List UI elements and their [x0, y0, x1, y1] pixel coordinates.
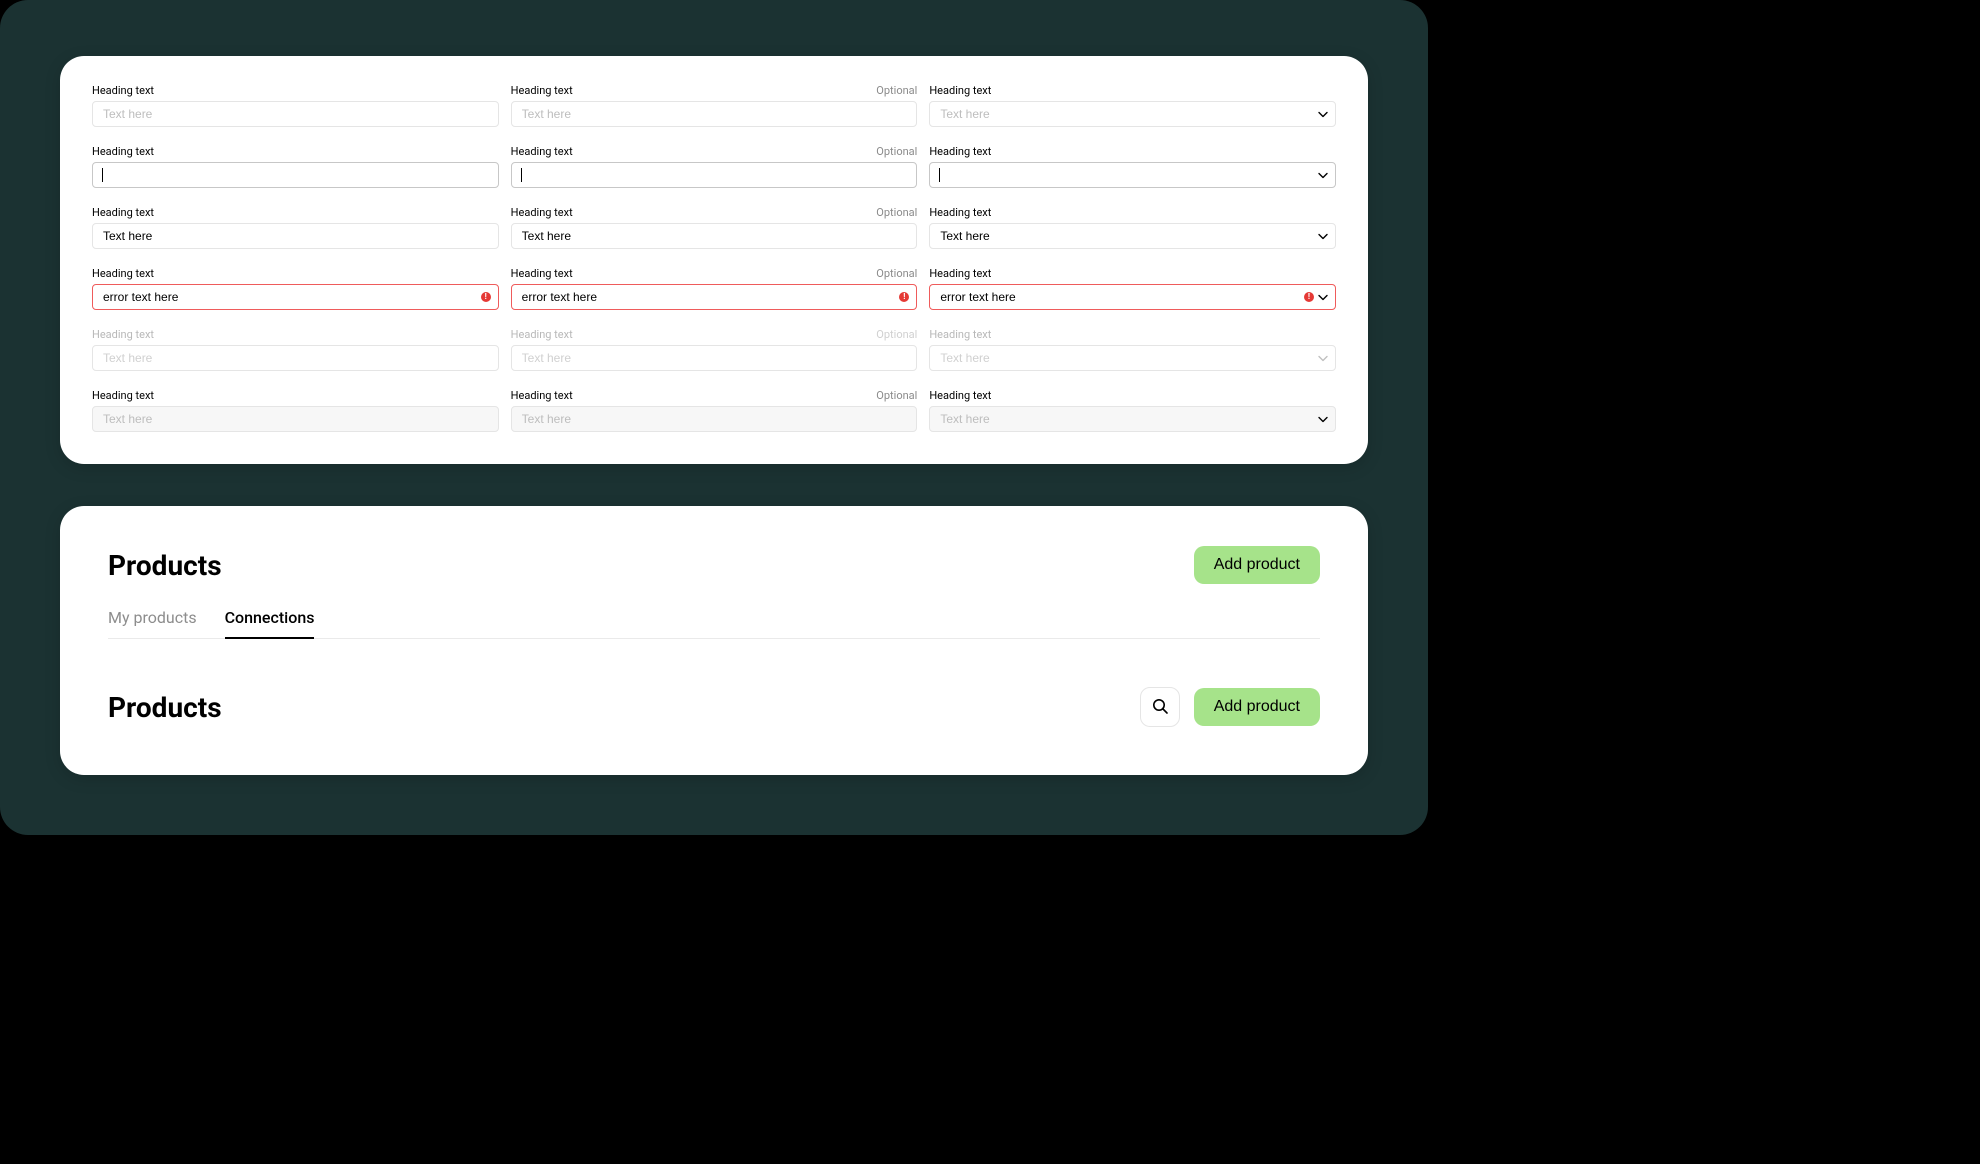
select-input[interactable] [929, 406, 1336, 432]
field-error-select: Heading text [929, 267, 1336, 310]
text-input [511, 345, 918, 371]
form-states-card: Heading text Heading text Optional Headi… [60, 56, 1368, 464]
field-disabled-select: Heading text [929, 328, 1336, 371]
field-focused-optional: Heading text Optional [511, 145, 918, 188]
products-card: Products Add product My products Connect… [60, 506, 1368, 775]
page-title: Products [108, 549, 222, 582]
field-readonly-text: Heading text [92, 389, 499, 432]
field-error-optional: Heading text Optional [511, 267, 918, 310]
optional-label: Optional [876, 328, 917, 341]
field-focused-select: Heading text [929, 145, 1336, 188]
select-input[interactable] [929, 223, 1336, 249]
field-filled-optional: Heading text Optional [511, 206, 918, 249]
field-readonly-select: Heading text [929, 389, 1336, 432]
field-label: Heading text [511, 267, 573, 280]
field-label: Heading text [929, 84, 991, 97]
text-input[interactable] [92, 284, 499, 310]
canvas: Heading text Heading text Optional Headi… [0, 0, 1428, 835]
products-header-2: Products Add product [108, 687, 1320, 727]
text-cursor [521, 168, 522, 182]
text-input [92, 345, 499, 371]
text-cursor [102, 168, 103, 182]
tab-connections[interactable]: Connections [225, 602, 315, 639]
text-input[interactable] [92, 101, 499, 127]
add-product-button[interactable]: Add product [1194, 688, 1320, 726]
actions-row: Add product [1140, 687, 1320, 727]
field-error-text: Heading text [92, 267, 499, 310]
field-label: Heading text [511, 328, 573, 341]
field-label: Heading text [92, 84, 154, 97]
field-label: Heading text [92, 267, 154, 280]
text-input[interactable] [511, 162, 918, 188]
optional-label: Optional [876, 206, 917, 219]
field-default-select: Heading text [929, 84, 1336, 127]
text-input[interactable] [92, 406, 499, 432]
field-label: Heading text [511, 84, 573, 97]
text-input[interactable] [92, 162, 499, 188]
optional-label: Optional [876, 389, 917, 402]
products-header-1: Products Add product [108, 546, 1320, 584]
optional-label: Optional [876, 267, 917, 280]
text-input[interactable] [511, 223, 918, 249]
error-icon [899, 292, 909, 302]
field-readonly-optional: Heading text Optional [511, 389, 918, 432]
field-label: Heading text [929, 145, 991, 158]
optional-label: Optional [876, 84, 917, 97]
field-label: Heading text [92, 328, 154, 341]
field-disabled-text: Heading text [92, 328, 499, 371]
add-product-button[interactable]: Add product [1194, 546, 1320, 584]
text-input[interactable] [511, 284, 918, 310]
text-input[interactable] [511, 101, 918, 127]
field-label: Heading text [511, 389, 573, 402]
tab-my-products[interactable]: My products [108, 602, 197, 639]
select-input[interactable] [929, 101, 1336, 127]
error-icon [1304, 292, 1314, 302]
text-input[interactable] [511, 406, 918, 432]
field-default-text: Heading text [92, 84, 499, 127]
field-focused-text: Heading text [92, 145, 499, 188]
form-grid: Heading text Heading text Optional Headi… [92, 84, 1336, 432]
select-input [929, 345, 1336, 371]
field-default-optional: Heading text Optional [511, 84, 918, 127]
optional-label: Optional [876, 145, 917, 158]
field-label: Heading text [929, 267, 991, 280]
field-filled-text: Heading text [92, 206, 499, 249]
field-label: Heading text [92, 389, 154, 402]
search-icon [1151, 697, 1169, 718]
text-input[interactable] [92, 223, 499, 249]
select-input[interactable] [929, 162, 1336, 188]
field-label: Heading text [929, 328, 991, 341]
field-filled-select: Heading text [929, 206, 1336, 249]
text-cursor [939, 168, 940, 182]
field-label: Heading text [92, 206, 154, 219]
field-label: Heading text [92, 145, 154, 158]
field-label: Heading text [511, 206, 573, 219]
field-label: Heading text [929, 389, 991, 402]
error-icon [481, 292, 491, 302]
page-title: Products [108, 691, 222, 724]
field-label: Heading text [511, 145, 573, 158]
field-label: Heading text [929, 206, 991, 219]
select-input[interactable] [929, 284, 1336, 310]
search-button[interactable] [1140, 687, 1180, 727]
field-disabled-optional: Heading text Optional [511, 328, 918, 371]
products-tabs: My products Connections [108, 602, 1320, 639]
